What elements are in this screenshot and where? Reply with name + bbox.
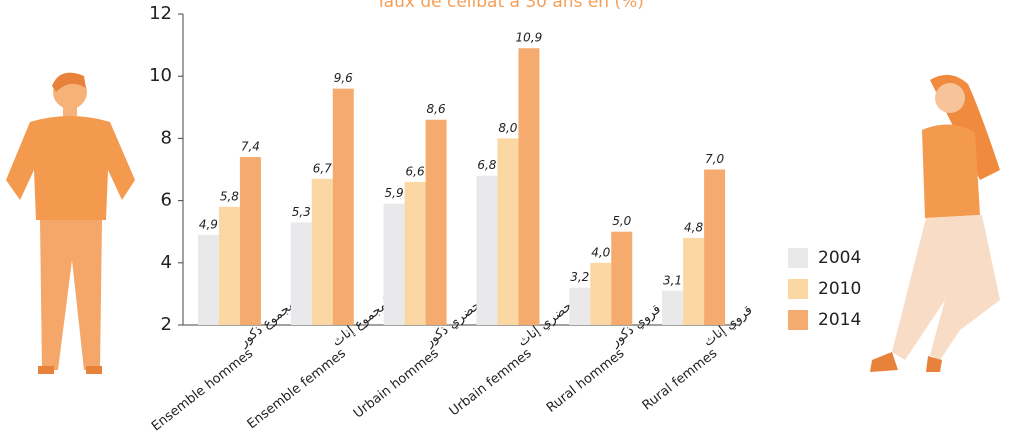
bar (590, 262, 612, 325)
value-label: 6,7 (313, 161, 332, 175)
value-label: 6,6 (406, 164, 425, 178)
y-tick-label: 8 (161, 127, 172, 148)
y-tick-label: 2 (161, 314, 172, 335)
y-tick-label: 4 (161, 252, 172, 273)
woman-illustration (870, 74, 1000, 372)
value-label: 10,9 (516, 31, 543, 45)
value-label: 7,0 (705, 152, 724, 166)
man-illustration (6, 72, 135, 374)
x-tick-label: Urbain hommes (351, 346, 442, 422)
value-label: 5,0 (612, 214, 631, 228)
bar (197, 234, 219, 325)
value-label: 3,1 (663, 273, 682, 287)
x-tick-label: Urbain femmes (447, 346, 535, 419)
x-tick-label: Ensemble hommes (149, 346, 256, 434)
bar (311, 178, 333, 325)
legend-swatch (788, 279, 808, 299)
chart-title: Taux de célibat à 30 ans en (%) (375, 0, 644, 12)
value-label: 6,8 (477, 158, 496, 172)
legend-label: 2014 (818, 310, 861, 330)
legend-swatch (788, 310, 808, 330)
bar (239, 157, 261, 325)
bar (404, 181, 426, 325)
value-label: 9,6 (334, 71, 353, 85)
value-label: 5,9 (385, 186, 404, 200)
bar (290, 222, 312, 325)
bar (383, 203, 405, 325)
bar (683, 237, 705, 325)
y-tick-label: 10 (149, 65, 172, 86)
value-label: 8,0 (498, 121, 517, 135)
bar (497, 138, 519, 325)
bar (518, 48, 540, 326)
bar (611, 231, 633, 325)
x-tick-label: Rural femmes (640, 346, 721, 414)
y-tick-label: 6 (161, 190, 172, 211)
legend-swatch (788, 248, 808, 268)
value-label: 8,6 (427, 102, 446, 116)
value-label: 4,0 (591, 245, 610, 259)
bar (425, 119, 447, 326)
bar (218, 206, 240, 325)
value-label: 7,4 (241, 140, 260, 154)
bar (569, 287, 591, 325)
value-label: 5,3 (292, 205, 311, 219)
value-label: 5,8 (220, 189, 239, 203)
value-label: 3,2 (570, 270, 589, 284)
bar (704, 169, 726, 325)
bar (476, 175, 498, 325)
legend-label: 2004 (818, 248, 861, 268)
bar (332, 88, 354, 325)
bar (662, 290, 684, 325)
value-label: 4,8 (684, 220, 703, 234)
value-label: 4,9 (199, 217, 218, 231)
y-tick-label: 12 (149, 3, 172, 24)
legend-label: 2010 (818, 279, 861, 299)
x-tick-label: Ensemble femmes (245, 346, 349, 432)
x-tick-label: Rural hommes (544, 346, 628, 416)
